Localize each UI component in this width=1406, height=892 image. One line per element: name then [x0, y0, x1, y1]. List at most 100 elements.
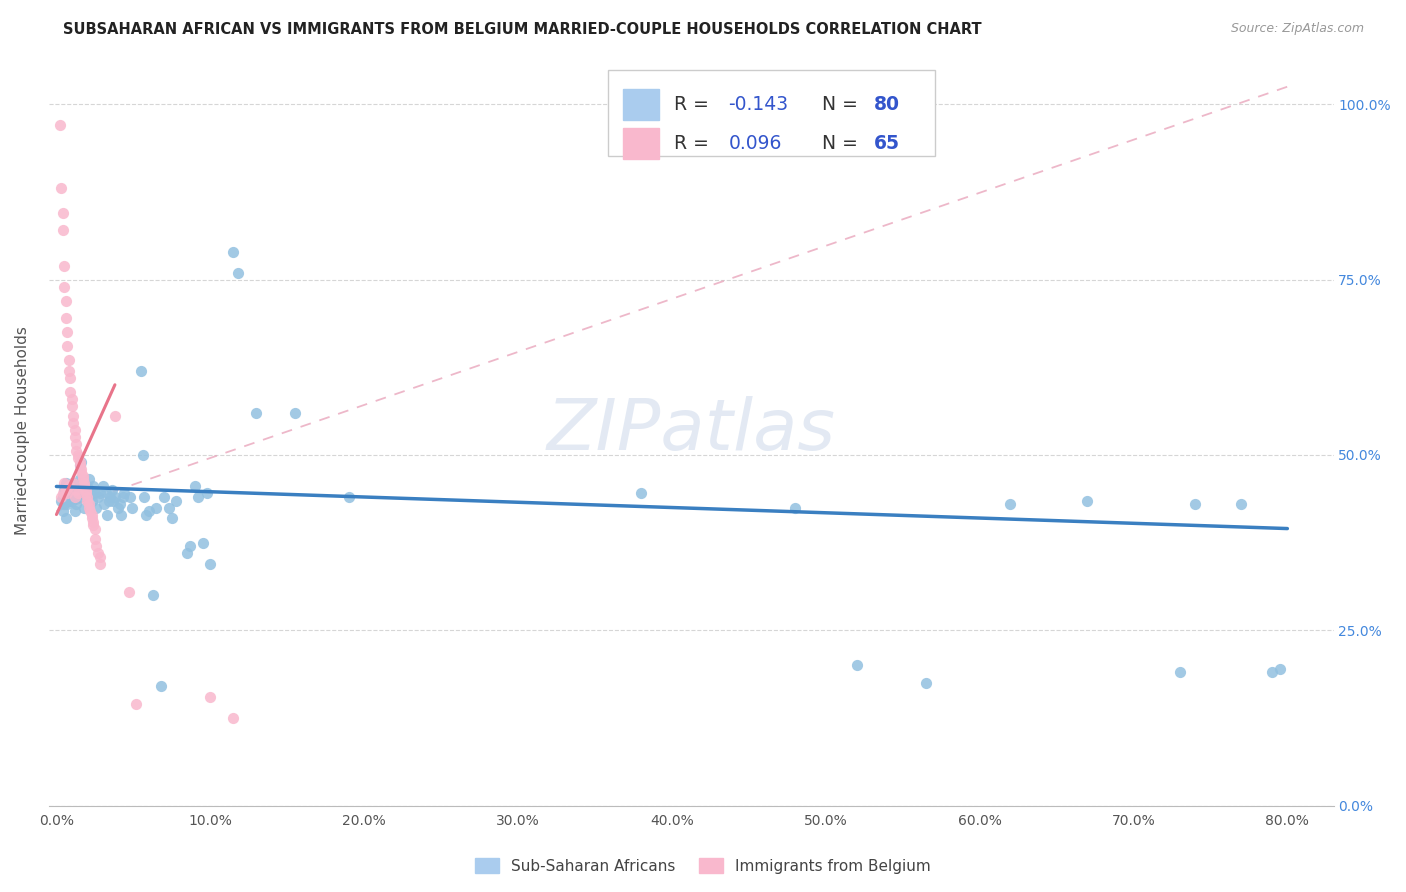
Point: [62, 475, 84, 490]
Point: [87, 546, 110, 560]
Point: [63, 504, 86, 518]
Point: [96, 508, 118, 522]
Point: [80, 508, 103, 522]
Point: [75, 490, 97, 504]
Point: [82, 479, 104, 493]
Point: [86, 500, 108, 515]
Point: [84, 522, 107, 536]
Point: [150, 679, 173, 693]
Point: [179, 539, 201, 553]
Point: [1268, 662, 1291, 676]
Point: [337, 490, 360, 504]
Point: [77, 500, 100, 515]
Text: 0.096: 0.096: [728, 134, 782, 153]
Point: [94, 486, 117, 500]
Point: [145, 500, 167, 515]
Point: [52, 223, 75, 237]
Point: [55, 293, 77, 308]
Point: [60, 392, 83, 406]
Point: [52, 206, 75, 220]
Point: [135, 508, 157, 522]
Point: [1000, 497, 1022, 511]
Text: ZIPatlas: ZIPatlas: [547, 396, 835, 465]
Text: 65: 65: [873, 134, 900, 153]
Point: [56, 486, 79, 500]
Point: [56, 339, 79, 353]
Point: [112, 486, 135, 500]
Point: [62, 417, 84, 431]
Point: [72, 486, 94, 500]
Point: [63, 430, 86, 444]
Point: [60, 399, 83, 413]
Text: R =: R =: [675, 134, 716, 153]
Point: [56, 486, 79, 500]
Point: [69, 473, 91, 487]
Point: [55, 511, 77, 525]
Point: [53, 483, 76, 497]
Point: [70, 466, 93, 480]
Point: [59, 384, 82, 399]
Point: [245, 406, 267, 420]
Point: [86, 539, 108, 553]
Point: [89, 557, 111, 571]
Point: [1184, 497, 1206, 511]
Point: [101, 483, 124, 497]
Point: [65, 437, 87, 451]
Point: [77, 473, 100, 487]
Point: [79, 504, 101, 518]
Point: [79, 486, 101, 500]
Point: [65, 483, 87, 497]
FancyBboxPatch shape: [607, 70, 935, 156]
Point: [200, 557, 222, 571]
Point: [131, 448, 153, 462]
Point: [87, 490, 110, 504]
Point: [89, 486, 111, 500]
Point: [66, 486, 89, 500]
Point: [55, 475, 77, 490]
Point: [184, 479, 207, 493]
Point: [129, 364, 152, 378]
Point: [62, 409, 84, 424]
Text: Source: ZipAtlas.com: Source: ZipAtlas.com: [1230, 22, 1364, 36]
Point: [191, 535, 214, 549]
Point: [63, 423, 86, 437]
Point: [845, 658, 868, 673]
Point: [65, 497, 87, 511]
Point: [76, 493, 98, 508]
Point: [84, 486, 107, 500]
Point: [62, 475, 84, 490]
Point: [72, 473, 94, 487]
Point: [93, 497, 115, 511]
Point: [65, 479, 87, 493]
Text: R =: R =: [675, 95, 716, 114]
Point: [783, 500, 806, 515]
Point: [222, 711, 245, 725]
Point: [103, 493, 125, 508]
Point: [60, 493, 83, 508]
Point: [166, 493, 188, 508]
Point: [66, 451, 89, 466]
Point: [107, 500, 129, 515]
FancyBboxPatch shape: [623, 128, 659, 160]
Point: [58, 479, 80, 493]
Point: [73, 500, 96, 515]
Point: [630, 486, 652, 500]
Text: 80: 80: [873, 95, 900, 114]
Point: [63, 490, 86, 504]
Point: [187, 490, 209, 504]
Point: [200, 690, 222, 704]
Point: [66, 490, 89, 504]
Point: [176, 546, 198, 560]
Point: [77, 497, 100, 511]
Point: [69, 458, 91, 473]
Point: [58, 364, 80, 378]
Point: [52, 486, 75, 500]
Point: [55, 483, 77, 497]
Point: [226, 266, 249, 280]
Point: [58, 493, 80, 508]
Point: [73, 479, 96, 493]
Point: [153, 490, 176, 504]
Point: [75, 483, 97, 497]
Point: [69, 455, 91, 469]
Point: [134, 490, 156, 504]
